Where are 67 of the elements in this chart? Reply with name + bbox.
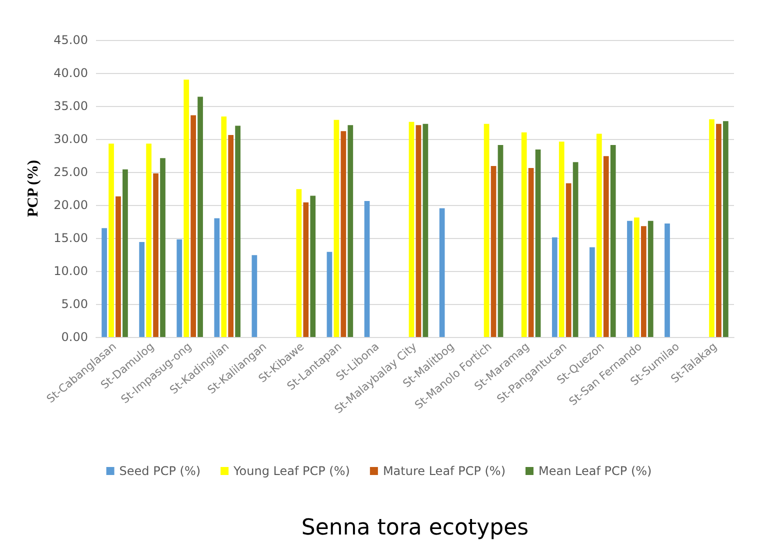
y-tick-label: 25.00 [54,165,88,179]
bar [439,208,445,337]
legend-label: Young Leaf PCP (%) [232,464,350,478]
bar [596,134,602,337]
bar [214,218,220,337]
bar [566,183,572,337]
bar [664,223,670,337]
bar [102,228,107,337]
bar [572,162,578,337]
bar [590,247,595,337]
bar [422,124,428,337]
bar [716,124,722,337]
bar [146,144,152,337]
legend-label: Mature Leaf PCP (%) [382,464,506,478]
bar [610,144,616,337]
bar [648,220,654,337]
bar [326,252,332,337]
y-tick-label: 45.00 [54,33,88,47]
y-tick-label: 20.00 [54,198,88,212]
bar [310,196,316,337]
bar [184,80,190,337]
bar [627,220,632,337]
legend-label: Seed PCP (%) [119,464,201,478]
y-tick-label: 35.00 [54,99,88,113]
bar [709,119,714,337]
bar [221,116,227,337]
bar [296,189,302,337]
bar [552,237,558,337]
bar [160,158,166,337]
bar [484,124,490,337]
bar [340,131,346,337]
y-tick-label: 10.00 [54,264,88,278]
bar [108,144,114,337]
bar [634,218,640,337]
x-axis-title: Senna tora ecotypes [301,516,529,540]
bar [408,122,414,337]
bar [228,135,234,337]
bar [116,196,121,337]
bar [528,168,534,337]
y-tick-label: 0.00 [61,330,88,344]
y-tick-label: 15.00 [54,231,88,245]
bar [122,169,128,337]
bar [334,120,340,337]
bar [190,115,196,337]
bar [498,144,504,337]
bar [252,255,258,337]
bar [139,242,145,337]
legend-label: Mean Leaf PCP (%) [538,464,652,478]
bar [723,121,728,337]
y-tick-label: 40.00 [54,66,88,80]
bar [364,201,370,337]
bar [521,132,527,337]
bar [535,150,541,337]
bar [176,239,182,337]
bar [153,173,158,337]
bar [235,126,240,337]
bar [640,226,646,337]
bar [198,96,203,337]
bar [490,166,496,337]
y-axis-title: PCP (%) [26,160,42,218]
bar [603,156,609,337]
bar [303,202,309,337]
bar [348,125,354,337]
bar [558,142,564,337]
bar [416,125,422,337]
y-tick-label: 30.00 [54,132,88,146]
y-tick-label: 5.00 [61,297,88,311]
